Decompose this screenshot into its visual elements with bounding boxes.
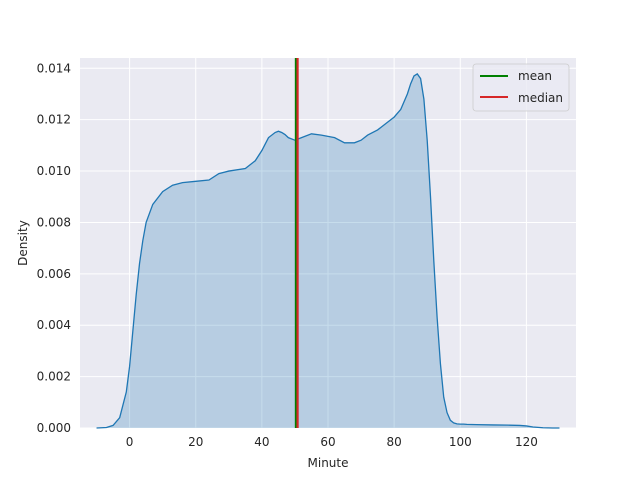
y-axis-ticks: 0.000 0.002 0.004 0.006 0.008 0.010 0.012 0.014 (37, 61, 71, 435)
y-tick-label: 0.002 (37, 370, 71, 384)
x-tick-label: 100 (449, 435, 472, 449)
legend-label-median: median (518, 91, 563, 105)
y-axis-label: Density (16, 220, 30, 266)
density-area (96, 73, 560, 429)
x-tick-label: 60 (320, 435, 335, 449)
legend: mean median (472, 63, 570, 112)
y-tick-label: 0.000 (37, 421, 71, 435)
y-tick-label: 0.014 (37, 61, 71, 75)
density-fill (96, 73, 560, 429)
density-curve (96, 73, 560, 429)
y-tick-label: 0.004 (37, 318, 71, 332)
legend-label-mean: mean (518, 69, 552, 83)
x-tick-label: 40 (254, 435, 269, 449)
grid-lines (80, 58, 576, 429)
y-tick-label: 0.012 (37, 113, 71, 127)
x-tick-label: 0 (126, 435, 134, 449)
x-tick-label: 120 (515, 435, 538, 449)
x-axis-ticks: 0 20 40 60 80 100 120 (126, 435, 538, 449)
y-tick-label: 0.010 (37, 164, 71, 178)
y-tick-label: 0.008 (37, 215, 71, 229)
x-tick-label: 20 (188, 435, 203, 449)
reference-lines (294, 58, 299, 428)
x-tick-label: 80 (386, 435, 401, 449)
x-axis-label: Minute (308, 456, 349, 470)
y-tick-label: 0.006 (37, 267, 71, 281)
